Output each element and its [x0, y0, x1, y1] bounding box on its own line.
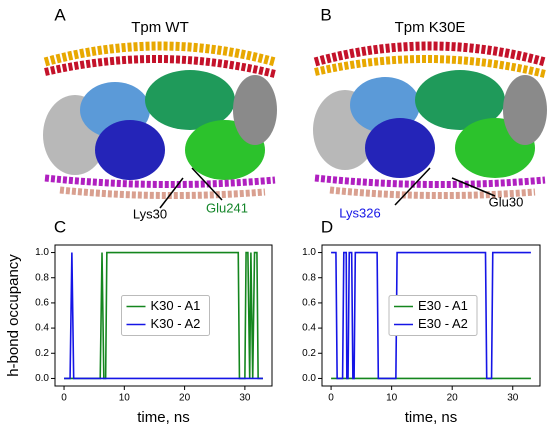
structure-title: Tpm K30E — [395, 19, 466, 36]
legend-label: K30 - A2 — [151, 316, 201, 331]
x-tick-label: 20 — [447, 393, 459, 404]
y-tick-label: 0.0 — [35, 373, 49, 384]
series-line — [64, 252, 263, 380]
panel-letter: D — [321, 217, 333, 236]
x-tick-label: 30 — [507, 393, 519, 404]
x-tick-label: 10 — [386, 393, 398, 404]
y-tick-label: 1.0 — [302, 247, 316, 258]
residue-label: Lys326 — [339, 205, 380, 220]
residue-label: Glu30 — [489, 194, 524, 209]
panel-letter: C — [54, 217, 66, 236]
x-tick-label: 0 — [61, 393, 67, 404]
legend-label: E30 - A1 — [418, 298, 468, 313]
y-tick-label: 1.0 — [35, 247, 49, 258]
y-tick-label: 0.6 — [35, 298, 49, 309]
x-tick-label: 30 — [239, 393, 251, 404]
legend-box — [388, 295, 478, 336]
structure-title: Tpm WT — [131, 19, 189, 36]
series-line — [331, 251, 531, 380]
legend-box — [121, 295, 210, 336]
y-tick-label: 0.2 — [302, 348, 316, 359]
x-tick-label: 10 — [119, 393, 131, 404]
y-tick-label: 0.8 — [302, 272, 316, 283]
y-tick-label: 0.6 — [302, 298, 316, 309]
y-tick-label: 0.4 — [35, 323, 49, 334]
residue-label: Lys30 — [133, 206, 167, 221]
plot-frame — [321, 244, 541, 387]
structure-a — [43, 41, 277, 209]
x-tick-label: 20 — [179, 393, 191, 404]
x-tick-label: 0 — [328, 393, 334, 404]
legend-label: K30 - A1 — [151, 298, 201, 313]
y-tick-label: 0.0 — [302, 373, 316, 384]
panel-letter: B — [320, 5, 331, 24]
plot-frame — [54, 244, 273, 387]
legend-label: E30 - A2 — [418, 316, 468, 331]
residue-label: Glu241 — [206, 200, 248, 215]
y-tick-label: 0.8 — [35, 272, 49, 283]
x-axis-label: time, ns — [137, 409, 190, 426]
panel-letter: A — [54, 5, 66, 24]
y-tick-label: 0.4 — [302, 323, 316, 334]
y-axis-label: h-bond occupancy — [5, 254, 22, 377]
structure-b — [313, 41, 547, 206]
y-tick-label: 0.2 — [35, 348, 49, 359]
series-line — [64, 251, 263, 380]
x-axis-label: time, ns — [405, 409, 458, 426]
